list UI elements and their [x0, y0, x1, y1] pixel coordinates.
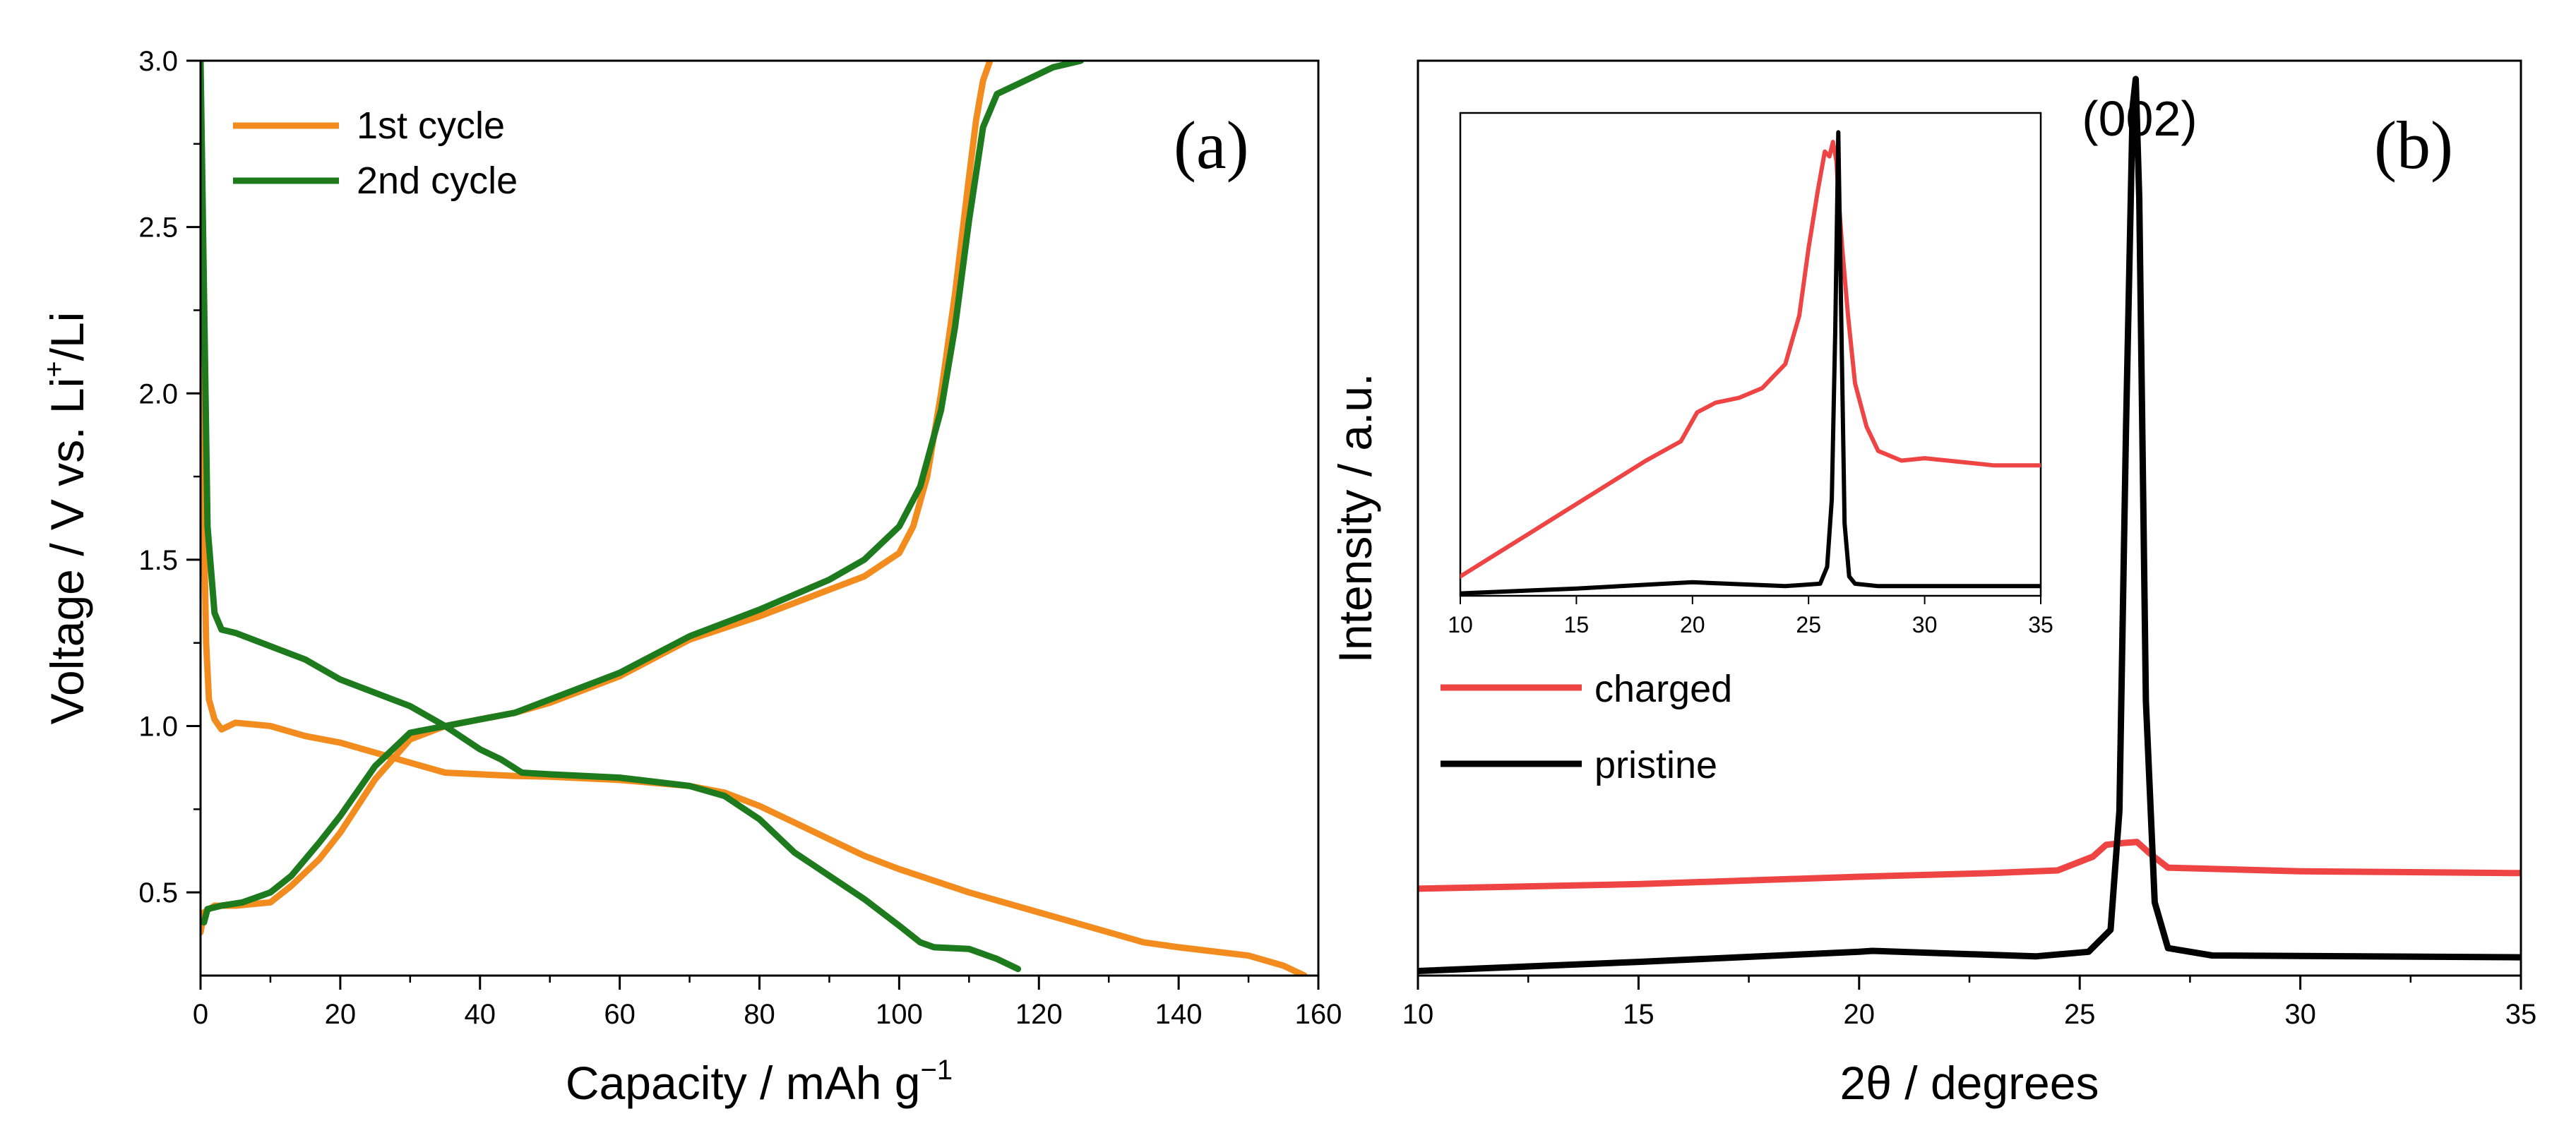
inset-x-tick-label: 10	[1448, 612, 1473, 637]
panel-a-ylabel: Voltage / V vs. Li+/Li	[39, 312, 93, 725]
inset-x-tick-label: 30	[1912, 612, 1938, 637]
inset-x-tick-label: 35	[2028, 612, 2053, 637]
x-tick-label: 20	[325, 999, 357, 1030]
x-tick-label: 80	[744, 999, 775, 1030]
panel-a-legend: 1st cycle 2nd cycle	[233, 104, 518, 202]
panel-b-legend: charged pristine	[1441, 668, 1732, 786]
panel-b-ylabel: Intensity / a.u.	[1329, 373, 1381, 664]
inset-x-tick-label: 15	[1564, 612, 1590, 637]
y-tick-label: 1.0	[138, 712, 178, 743]
panel-a-xlabel: Capacity / mAh g−1	[566, 1055, 953, 1109]
x-tick-label: 60	[604, 999, 636, 1030]
panel-b: 10 15 20 25 30 35 (b) (002) charged pristine …	[1329, 59, 2537, 1109]
panel-b-xlabel: 2θ / degrees	[1840, 1057, 2099, 1109]
series-pristine	[1418, 76, 2521, 974]
peak-label-002: (002)	[2082, 91, 2197, 146]
legend-label-charged: charged	[1594, 668, 1732, 710]
x-tick-label: 20	[1844, 999, 1876, 1030]
panel-a: 0 20 40 60 80 100 120 140 1600.51.01.52.02.53.0 …	[39, 46, 1342, 1109]
x-tick-label: 120	[1015, 999, 1063, 1030]
inset-series-charged	[1460, 140, 2041, 579]
x-tick-label: 25	[2064, 999, 2096, 1030]
series-2nd-cycle-charge	[201, 61, 1085, 926]
x-tick-label: 35	[2505, 999, 2537, 1030]
legend-label-pristine: pristine	[1594, 744, 1717, 786]
x-tick-label: 0	[193, 999, 208, 1030]
panel-b-inset: 10 15 20 25 30 35	[1448, 112, 2053, 637]
panel-a-label: (a)	[1174, 107, 1249, 183]
inset-series-pristine	[1460, 130, 2041, 596]
inset-x-tick-label: 20	[1680, 612, 1705, 637]
legend-label-2nd-cycle: 2nd cycle	[357, 160, 518, 202]
y-tick-label: 1.5	[138, 545, 178, 576]
series-charged	[1418, 839, 2521, 892]
x-tick-label: 15	[1623, 999, 1654, 1030]
legend-label-1st-cycle: 1st cycle	[357, 104, 505, 147]
series-1st-cycle-charge	[201, 61, 994, 936]
x-tick-label: 160	[1295, 999, 1342, 1030]
y-tick-label: 0.5	[138, 877, 178, 909]
panel-b-frame	[1417, 59, 2522, 977]
x-tick-label: 40	[465, 999, 496, 1030]
y-tick-label: 3.0	[138, 46, 178, 77]
series-2nd-cycle-discharge	[201, 61, 1022, 973]
x-tick-label: 140	[1155, 999, 1203, 1030]
panel-b-label: (b)	[2374, 107, 2453, 183]
x-tick-label: 10	[1402, 999, 1434, 1030]
inset-x-tick-label: 25	[1796, 612, 1821, 637]
x-tick-label: 30	[2284, 999, 2316, 1030]
panel-a-frame	[199, 59, 1320, 977]
y-tick-label: 2.5	[138, 212, 178, 244]
x-tick-label: 100	[876, 999, 923, 1030]
y-tick-label: 2.0	[138, 378, 178, 409]
